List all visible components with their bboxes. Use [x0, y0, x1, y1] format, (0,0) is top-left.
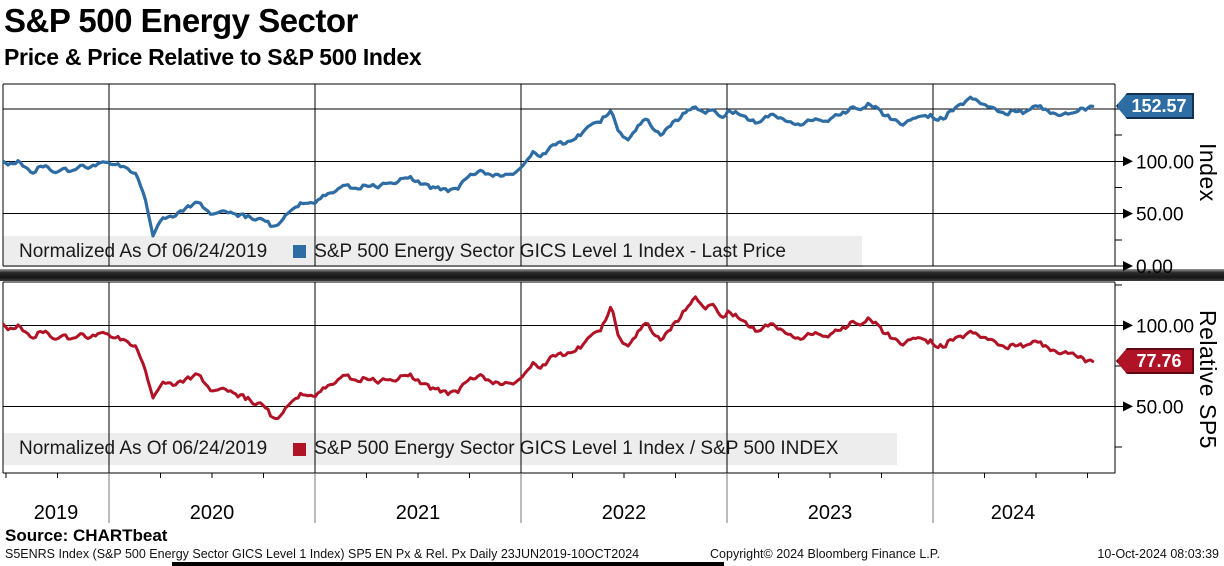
price-line-series [3, 95, 1095, 238]
source-label: Source: CHARTbeat [5, 526, 168, 545]
y-tick-label: 100.00 [1136, 152, 1194, 173]
panel-separator [0, 269, 1224, 281]
y-axis-title-index: Index [1195, 143, 1221, 202]
relative-panel: 50.00 100.00 [2, 281, 1194, 474]
footer-disclaimer: S5ENRS Index (S&P 500 Energy Sector GICS… [5, 547, 640, 561]
price-series-marker-icon [293, 245, 307, 258]
y-tick-label: 50.00 [1136, 397, 1184, 418]
bottom-panel-legend: Normalized As Of 06/24/2019 S&P 500 Ener… [3, 433, 897, 465]
x-year-label: 2022 [602, 502, 647, 524]
y-tick-label: 100.00 [1136, 316, 1194, 337]
footer-timestamp: 10-Oct-2024 08:03:39 [1097, 547, 1219, 561]
x-axis: 2019 2020 2021 2022 2023 2024 [5, 473, 1088, 524]
x-year-label: 2021 [396, 502, 441, 524]
last-price-tag-index: 152.57 [1116, 93, 1194, 119]
y-tick-label: 50.00 [1136, 205, 1184, 226]
footer-copyright: Copyright© 2024 Bloomberg Finance L.P. [710, 547, 940, 561]
legend-item-price: S&P 500 Energy Sector GICS Level 1 Index… [293, 241, 786, 263]
page-subtitle: Price & Price Relative to S&P 500 Index [4, 44, 422, 70]
x-year-label: 2020 [190, 502, 235, 524]
x-year-label: 2019 [34, 502, 79, 524]
legend-series-label-price: S&P 500 Energy Sector GICS Level 1 Index… [314, 240, 786, 262]
page-title: S&P 500 Energy Sector [4, 2, 358, 39]
relative-series-marker-icon [293, 442, 307, 456]
relative-line-series [3, 295, 1095, 421]
legend-item-relative: S&P 500 Energy Sector GICS Level 1 Index… [293, 438, 838, 460]
tick-arrow-icon [1123, 261, 1133, 271]
tick-arrow-icon [1123, 401, 1133, 412]
last-price-value-relative: 77.76 [1136, 350, 1182, 371]
x-year-label: 2023 [808, 502, 853, 524]
y-axis-title-relative: Relative SP5 [1195, 310, 1221, 449]
y-tick-label: 0.00 [1136, 257, 1173, 278]
last-price-value-index: 152.57 [1131, 95, 1187, 116]
legend-series-label-relative: S&P 500 Energy Sector GICS Level 1 Index… [314, 438, 839, 459]
last-price-tag-relative: 77.76 [1116, 348, 1194, 374]
legend-normalized-label: Normalized As Of 06/24/2019 [19, 438, 268, 459]
price-panel: 0.00 50.00 100.00 [2, 83, 1194, 278]
tick-arrow-icon [1123, 156, 1133, 167]
legend-normalized-label: Normalized As Of 06/24/2019 [19, 240, 268, 262]
tick-arrow-icon [1123, 208, 1133, 219]
tick-arrow-icon [1123, 320, 1133, 331]
bottom-bar [172, 562, 724, 566]
x-year-label: 2024 [991, 502, 1036, 524]
top-panel-legend: Normalized As Of 06/24/2019 S&P 500 Ener… [3, 236, 862, 267]
